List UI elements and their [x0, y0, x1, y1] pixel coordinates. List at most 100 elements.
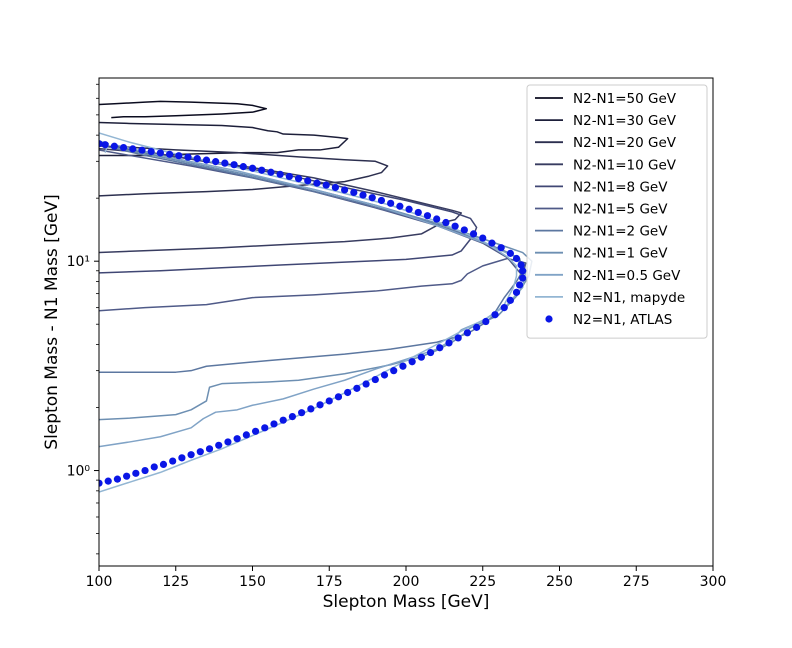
- atlas-point: [497, 244, 505, 252]
- atlas-point: [270, 420, 278, 428]
- atlas-point: [426, 348, 435, 357]
- atlas-point: [169, 457, 177, 465]
- atlas-point: [433, 215, 441, 223]
- atlas-point: [288, 413, 297, 421]
- x-tick-label: 175: [316, 574, 343, 590]
- atlas-point: [307, 405, 315, 413]
- legend-label: N2-N1=1 GeV: [573, 246, 668, 262]
- legend-swatch: [545, 315, 553, 323]
- atlas-point: [202, 156, 211, 164]
- atlas-point: [156, 149, 164, 157]
- atlas-point: [166, 150, 174, 158]
- series-layer: [99, 100, 533, 493]
- atlas-point: [258, 166, 266, 174]
- atlas-point: [377, 196, 386, 205]
- x-tick-label: 150: [239, 574, 266, 590]
- legend-label: N2-N1=20 GeV: [573, 135, 677, 151]
- atlas-point: [512, 288, 521, 296]
- atlas-point: [482, 317, 490, 326]
- y-axis: 10⁰ 10¹: [67, 83, 99, 555]
- atlas-point: [405, 205, 413, 213]
- atlas-point: [390, 367, 398, 375]
- legend-label: N2-N1=2 GeV: [573, 224, 668, 240]
- atlas-point: [294, 175, 303, 183]
- atlas-point: [110, 142, 118, 150]
- atlas-point: [184, 153, 192, 161]
- atlas-point: [362, 380, 370, 388]
- legend-label: N2-N1=50 GeV: [573, 91, 677, 107]
- atlas-point: [298, 409, 306, 417]
- series-line-0: [99, 100, 268, 119]
- x-tick-label: 125: [162, 574, 189, 590]
- legend-label: N2-N1=10 GeV: [573, 157, 677, 173]
- atlas-point: [491, 311, 499, 319]
- y-tick-label: 10¹: [67, 254, 90, 270]
- atlas-point: [517, 261, 525, 269]
- atlas-point: [178, 454, 186, 462]
- atlas-point: [104, 477, 112, 485]
- series-line-8: [99, 143, 527, 448]
- atlas-point: [469, 230, 478, 238]
- atlas-point: [325, 397, 333, 405]
- atlas-point: [454, 334, 462, 342]
- y-tick-label: 10⁰: [67, 464, 91, 480]
- legend-frame: [526, 84, 708, 339]
- atlas-point: [368, 194, 376, 202]
- atlas-point: [132, 469, 140, 477]
- atlas-point: [506, 296, 514, 304]
- atlas-point: [230, 161, 238, 169]
- series-line-6: [99, 143, 524, 373]
- atlas-point: [396, 202, 404, 210]
- atlas-point: [251, 427, 260, 435]
- atlas-point: [313, 179, 321, 187]
- atlas-point: [276, 170, 284, 178]
- x-tick-label: 225: [469, 574, 496, 590]
- atlas-point: [387, 199, 395, 207]
- x-tick-label: 275: [623, 574, 650, 590]
- atlas-point: [221, 159, 229, 167]
- atlas-point: [344, 388, 352, 397]
- atlas-point: [119, 143, 128, 152]
- atlas-point: [463, 329, 471, 337]
- series-line-2: [99, 145, 389, 197]
- atlas-point: [519, 274, 527, 282]
- x-tick-label: 250: [546, 574, 573, 590]
- atlas-point: [371, 375, 379, 384]
- atlas-point: [436, 344, 444, 352]
- atlas-point: [261, 424, 269, 432]
- atlas-point: [512, 254, 521, 263]
- atlas-point: [187, 451, 195, 459]
- atlas-point: [113, 475, 122, 483]
- atlas-point: [417, 353, 425, 361]
- atlas-point: [193, 155, 201, 163]
- atlas-point: [101, 141, 109, 149]
- atlas-point: [99, 479, 103, 487]
- x-tick-label: 200: [393, 574, 420, 590]
- atlas-point: [129, 145, 137, 153]
- atlas-point: [334, 393, 343, 401]
- atlas-point: [380, 371, 389, 379]
- atlas-point: [175, 152, 183, 160]
- atlas-point: [515, 281, 524, 289]
- legend-label: N2-N1=0.5 GeV: [573, 268, 681, 284]
- atlas-point: [331, 183, 339, 192]
- legend-label: N2-N1=30 GeV: [573, 113, 677, 129]
- atlas-point: [479, 234, 487, 242]
- atlas-point: [341, 186, 349, 194]
- x-tick-label: 100: [86, 574, 113, 590]
- atlas-point: [500, 304, 508, 312]
- atlas-point: [159, 460, 168, 468]
- atlas-point: [205, 445, 214, 453]
- y-axis-label: Slepton Mass - N1 Mass [GeV]: [42, 194, 62, 449]
- atlas-point: [460, 226, 468, 234]
- atlas-point: [359, 191, 367, 199]
- atlas-point: [304, 177, 312, 185]
- atlas-point: [350, 188, 358, 197]
- atlas-point: [353, 384, 361, 392]
- atlas-point: [123, 472, 131, 480]
- series-line-1: [99, 121, 349, 157]
- atlas-point: [285, 172, 293, 181]
- atlas-point: [414, 208, 422, 217]
- atlas-point: [473, 323, 481, 331]
